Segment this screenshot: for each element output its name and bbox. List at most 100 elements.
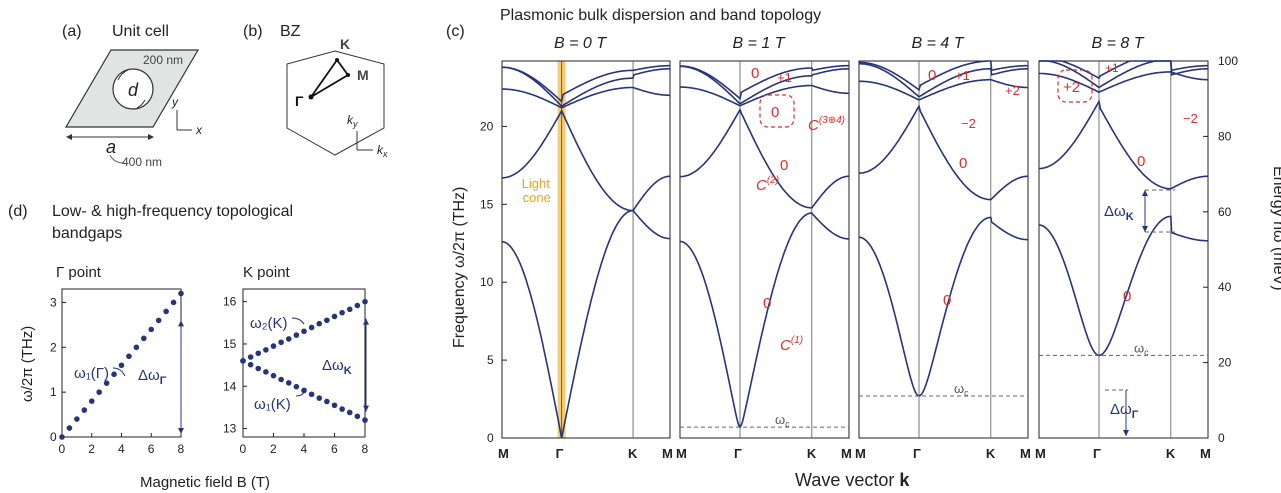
kx-label: kx [377, 143, 388, 159]
band-line-5 [502, 64, 670, 104]
k-path-label: M [1200, 446, 1211, 461]
omega-c-label: ωc [954, 381, 969, 398]
band-panel-title: B = 1 T [733, 35, 786, 52]
band-line-1 [859, 216, 1028, 397]
panel-d-tag: (d) [8, 203, 28, 220]
w1k-data-point [331, 402, 338, 409]
w1k-data-point [316, 395, 323, 401]
band-panel-title: B = 8 T [1092, 35, 1145, 52]
chern-C2: C(2) [756, 175, 779, 194]
gamma-y-tick-label: 0 [50, 430, 57, 444]
panel-c-xlabel: Wave vector k [795, 470, 910, 490]
k-path-label: Γ [734, 446, 742, 461]
band-line-3 [1039, 71, 1208, 94]
a-leader [109, 154, 125, 164]
gamma-data-point [59, 434, 65, 440]
chern-label: 0 [1137, 153, 1145, 170]
gamma-data-point [74, 416, 80, 422]
a-label: a [106, 137, 116, 157]
w1-k-label: ω₁(K) [254, 396, 291, 413]
k-path-label: M [855, 446, 866, 461]
gamma-y-tick-label: 2 [50, 340, 57, 354]
gamma-data-point [148, 326, 155, 333]
panel-b: (b) BZ K M Γ ky kx [243, 23, 388, 159]
w2k-data-point [316, 320, 323, 327]
w1k-data-point [270, 372, 277, 379]
w2k-data-point [301, 328, 307, 335]
band-panel-4: B = 8 T M Γ K Mωc [1035, 35, 1211, 461]
d-label: d [128, 80, 139, 100]
w1k-data-point [285, 380, 292, 386]
a-value: 400 nm [122, 155, 162, 169]
k-x-tick-label: 2 [270, 442, 277, 456]
w1k-data-point [324, 398, 330, 405]
chern-label: 0 [780, 157, 788, 174]
m-point-dot [346, 73, 350, 77]
dw-k-arrow-head [363, 318, 369, 325]
band-line-4 [680, 65, 849, 105]
gamma-data-point [126, 353, 132, 360]
bz-m-label: M [357, 67, 369, 83]
thz-tick-label: 20 [480, 119, 494, 133]
k-y-tick-label: 16 [223, 295, 237, 309]
w2k-data-point [308, 324, 315, 331]
band-line-1 [1039, 215, 1208, 357]
bz-gamma-label: Γ [295, 93, 304, 109]
w1k-data-point [354, 413, 361, 420]
gamma-data-point [81, 407, 88, 413]
mev-tick-label: 40 [1218, 280, 1232, 294]
k-path-label: K [986, 446, 996, 461]
bz-k-label: K [340, 36, 350, 52]
w2k-data-point [354, 302, 361, 309]
k-point-title: K point [243, 264, 291, 281]
omega-c-label: ωc [775, 412, 790, 429]
band-line-1 [679, 212, 849, 429]
w2k-data-point [324, 317, 330, 324]
d-arc [117, 69, 129, 81]
chern-label: +1 [955, 68, 970, 83]
k-y-tick-label: 13 [223, 422, 237, 436]
panel-c-title: Plasmonic bulk dispersion and band topol… [500, 7, 821, 24]
dwg-label: ΔωΓ [1110, 401, 1139, 421]
chern-label: 0 [763, 295, 771, 312]
hole-circle [112, 68, 154, 110]
chern-label: 0 [771, 104, 779, 121]
band-panel-frame [858, 60, 1029, 439]
gamma-data-point [96, 389, 102, 395]
a-arrow-right [148, 134, 154, 140]
k-path-label: M [676, 446, 687, 461]
band-panel-title: B = 4 T [912, 35, 965, 52]
w2-k-label: ω₂(K) [250, 315, 288, 332]
mev-tick-label: 20 [1218, 356, 1232, 370]
panel-d-ylabel: ω/2π (THz) [19, 326, 36, 402]
gamma-data-point [111, 371, 117, 378]
chern-label: 0 [959, 155, 967, 172]
gamma-data-point [170, 299, 177, 306]
ky-label: ky [347, 113, 358, 129]
band-line-3 [501, 86, 670, 109]
light-cone-label-1: Light [522, 176, 551, 191]
k-path-label: K [1166, 446, 1176, 461]
panel-d-title-line1: Low- & high-frequency topological [52, 203, 293, 220]
w1-gamma-label: ω₁(Γ) [74, 365, 109, 382]
panel-c-tag: (c) [446, 23, 465, 40]
w1k-data-point [339, 406, 345, 412]
chern-label: −2 [961, 116, 976, 131]
gamma-point-title: Γ point [56, 264, 102, 281]
w2k-data-point [362, 298, 368, 305]
band-line-2 [858, 104, 1028, 201]
gamma-y-tick-label: 1 [50, 385, 57, 399]
band-line-2 [502, 109, 670, 212]
w1k-data-point [247, 361, 254, 368]
k-path-label: M [1020, 446, 1031, 461]
w1-k-leader [295, 387, 307, 397]
thz-tick-label: 5 [487, 353, 494, 367]
w2k-data-point [270, 343, 277, 349]
gamma-data-point [103, 380, 110, 386]
band-line-5 [859, 60, 1028, 92]
panel-a: (a) Unit cell d 200 nm a 400 nm y x [62, 23, 203, 169]
k-x-tick-label: 4 [301, 442, 308, 456]
gamma-x-tick-label: 0 [59, 442, 66, 456]
w2k-data-point [255, 350, 262, 357]
